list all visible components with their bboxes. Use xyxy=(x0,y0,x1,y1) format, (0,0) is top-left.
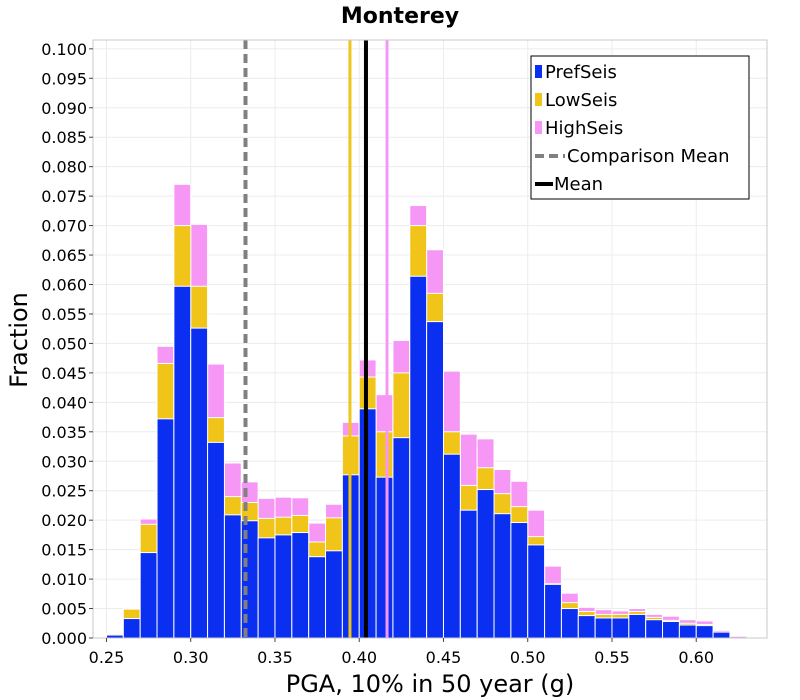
legend-swatch-highseis xyxy=(535,121,542,134)
y-tick-label: 0.075 xyxy=(41,187,87,206)
y-tick-label: 0.050 xyxy=(41,334,87,353)
y-axis-ticks: 0.000 0.005 0.010 0.015 0.020 0.025 0.030 0.035… xyxy=(41,40,93,648)
x-tick-label: 0.40 xyxy=(341,648,377,667)
x-tick-label: 0.25 xyxy=(89,648,125,667)
y-tick-label: 0.080 xyxy=(41,158,87,177)
y-tick-label: 0.000 xyxy=(41,629,87,648)
bar-prefseis xyxy=(527,544,546,639)
legend: PrefSeis LowSeis HighSeis Comparison Mea… xyxy=(530,55,750,200)
legend-swatch-lowseis xyxy=(535,93,542,106)
bar-prefseis xyxy=(712,631,731,639)
legend-box xyxy=(530,55,750,200)
bar-prefseis xyxy=(274,534,293,639)
bar-prefseis xyxy=(257,537,276,639)
bar-prefseis xyxy=(375,476,394,639)
bar-prefseis xyxy=(678,624,697,639)
y-tick-label: 0.085 xyxy=(41,128,87,147)
y-tick-label: 0.100 xyxy=(41,40,87,59)
y-tick-label: 0.010 xyxy=(41,570,87,589)
plot-frame xyxy=(92,39,768,639)
x-tick-label: 0.60 xyxy=(678,648,714,667)
bar-prefseis xyxy=(628,613,647,639)
legend-label-mean: Mean xyxy=(554,174,603,195)
legend-label-prefseis: PrefSeis xyxy=(545,62,617,83)
y-tick-label: 0.095 xyxy=(41,69,87,88)
x-tick-label: 0.30 xyxy=(173,648,209,667)
y-tick-label: 0.045 xyxy=(41,364,87,383)
legend-label-highseis: HighSeis xyxy=(545,118,623,139)
bar-prefseis xyxy=(409,275,428,639)
bar-prefseis xyxy=(493,513,512,639)
bar-prefseis xyxy=(695,625,714,639)
bar-prefseis xyxy=(291,532,310,639)
legend-label-lowseis: LowSeis xyxy=(545,90,617,111)
y-tick-label: 0.060 xyxy=(41,276,87,295)
bar-prefseis xyxy=(560,608,579,639)
x-tick-label: 0.35 xyxy=(257,648,293,667)
mean-lines xyxy=(243,40,389,638)
bar-prefseis xyxy=(308,556,327,639)
bar-prefseis xyxy=(190,327,209,639)
legend-swatch-prefseis xyxy=(535,65,542,78)
bar-prefseis xyxy=(594,617,613,639)
x-axis-ticks: 0.25 0.30 0.35 0.40 0.45 0.50 0.55 0.60 xyxy=(89,638,714,667)
bar-prefseis xyxy=(645,619,664,639)
bar-prefseis xyxy=(662,621,680,639)
bars xyxy=(105,183,748,639)
bar-prefseis xyxy=(156,418,175,639)
bar-prefseis xyxy=(139,552,158,639)
bar-prefseis xyxy=(173,285,192,639)
legend-label-comparison-mean: Comparison Mean xyxy=(567,146,730,167)
y-tick-label: 0.005 xyxy=(41,600,87,619)
chart-title: Monterey xyxy=(341,4,459,29)
bar-prefseis xyxy=(611,617,630,639)
x-axis-label: PGA, 10% in 50 year (g) xyxy=(286,670,575,698)
bar-prefseis xyxy=(207,441,225,639)
x-tick-label: 0.50 xyxy=(510,648,546,667)
y-tick-label: 0.020 xyxy=(41,511,87,530)
y-tick-label: 0.030 xyxy=(41,452,87,471)
bar-prefseis xyxy=(476,489,495,639)
y-tick-label: 0.055 xyxy=(41,305,87,324)
y-tick-label: 0.015 xyxy=(41,541,87,560)
y-tick-label: 0.040 xyxy=(41,393,87,412)
bar-prefseis xyxy=(577,615,596,639)
bar-prefseis xyxy=(325,550,343,639)
y-tick-label: 0.025 xyxy=(41,482,87,501)
y-tick-label: 0.090 xyxy=(41,99,87,118)
x-tick-label: 0.45 xyxy=(426,648,462,667)
x-tick-label: 0.55 xyxy=(594,648,630,667)
bar-prefseis xyxy=(442,453,461,639)
bar-prefseis xyxy=(392,437,411,639)
y-axis-label: Fraction xyxy=(5,292,33,388)
bar-prefseis xyxy=(544,583,562,639)
y-tick-label: 0.035 xyxy=(41,423,87,442)
bar-prefseis xyxy=(426,321,444,639)
bar-prefseis xyxy=(459,509,478,639)
y-tick-label: 0.070 xyxy=(41,217,87,236)
bar-prefseis xyxy=(223,514,242,639)
bar-prefseis xyxy=(122,618,141,639)
bar-prefseis xyxy=(510,522,529,639)
y-tick-label: 0.065 xyxy=(41,246,87,265)
